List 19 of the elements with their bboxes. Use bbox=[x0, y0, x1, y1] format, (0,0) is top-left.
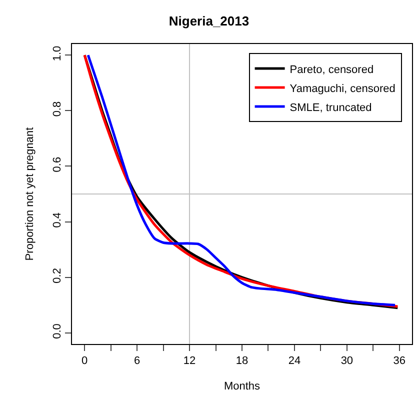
x-tick-label: 0 bbox=[82, 355, 88, 368]
x-tick-label: 12 bbox=[183, 355, 196, 368]
y-tick-label: 0.8 bbox=[52, 101, 64, 117]
legend-label: Pareto, censored bbox=[290, 64, 374, 76]
x-tick-label: 36 bbox=[393, 355, 406, 368]
x-tick-label: 6 bbox=[134, 355, 140, 368]
y-tick-label: 0.4 bbox=[52, 212, 64, 228]
y-axis-title: Proportion not yet pregnant bbox=[24, 127, 36, 261]
x-tick-label: 18 bbox=[236, 355, 248, 368]
x-axis-title: Months bbox=[224, 380, 261, 392]
x-tick-label: 24 bbox=[288, 355, 301, 368]
legend-label: Yamaguchi, censored bbox=[290, 82, 396, 95]
y-tick-label: 1.0 bbox=[52, 46, 64, 62]
chart-title: Nigeria_2013 bbox=[168, 13, 250, 28]
y-tick-label: 0.6 bbox=[52, 156, 64, 172]
y-tick-label: 0.0 bbox=[52, 324, 64, 339]
legend-label: SMLE, truncated bbox=[290, 102, 372, 114]
x-tick-label: 30 bbox=[340, 355, 354, 368]
y-tick-label: 0.2 bbox=[52, 268, 64, 284]
